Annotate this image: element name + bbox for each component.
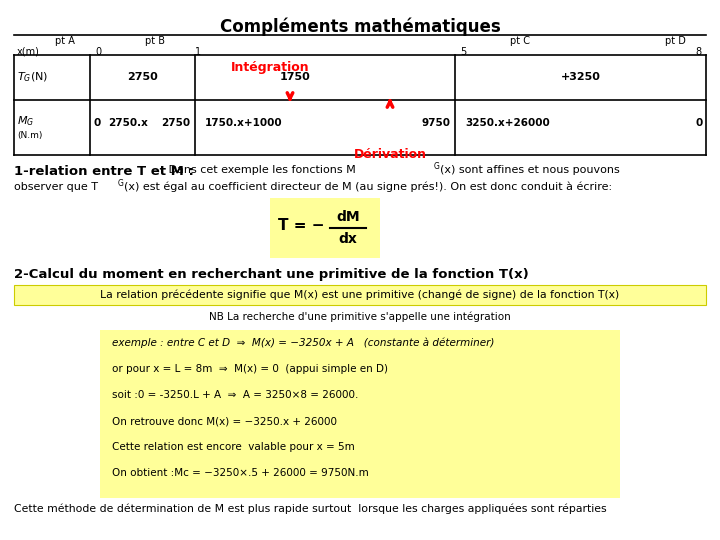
Text: 9750: 9750 — [421, 118, 450, 129]
Text: +3250: +3250 — [561, 72, 600, 83]
Bar — [100, 330, 620, 498]
Text: soit :0 = -3250.L + A  ⇒  A = 3250×8 = 26000.: soit :0 = -3250.L + A ⇒ A = 3250×8 = 260… — [112, 390, 359, 400]
Text: (N.m): (N.m) — [17, 131, 42, 140]
Text: 0: 0 — [95, 47, 101, 57]
Text: dx: dx — [338, 232, 357, 246]
Text: 1750: 1750 — [279, 72, 310, 83]
Text: On obtient :Mᴄ = −3250×.5 + 26000 = 9750N.m: On obtient :Mᴄ = −3250×.5 + 26000 = 9750… — [112, 468, 369, 478]
Text: G: G — [434, 162, 440, 171]
Text: x(m): x(m) — [17, 47, 40, 57]
Text: 1: 1 — [195, 47, 201, 57]
Text: Dans cet exemple les fonctions M: Dans cet exemple les fonctions M — [165, 165, 356, 175]
Text: Compléments mathématiques: Compléments mathématiques — [220, 18, 500, 37]
Text: (x) sont affines et nous pouvons: (x) sont affines et nous pouvons — [440, 165, 620, 175]
Text: 1750.x+1000: 1750.x+1000 — [205, 118, 283, 129]
Text: 2750: 2750 — [161, 118, 190, 129]
Text: pt C: pt C — [510, 36, 530, 46]
Text: Cette relation est encore  valable pour x = 5m: Cette relation est encore valable pour x… — [112, 442, 355, 452]
Text: exemple : entre C et D  ⇒  M(x) = −3250x + A   (constante à déterminer): exemple : entre C et D ⇒ M(x) = −3250x +… — [112, 338, 495, 348]
Text: 0: 0 — [696, 118, 703, 129]
Bar — [270, 198, 380, 258]
Text: Dérivation: Dérivation — [354, 148, 426, 161]
Text: 1-relation entre T et M :: 1-relation entre T et M : — [14, 165, 194, 178]
Text: 3250.x+26000: 3250.x+26000 — [465, 118, 550, 129]
Text: pt D: pt D — [665, 36, 686, 46]
Text: dM: dM — [336, 210, 360, 224]
Text: 0: 0 — [93, 118, 100, 129]
Text: 2-Calcul du moment en recherchant une primitive de la fonction T(x): 2-Calcul du moment en recherchant une pr… — [14, 268, 528, 281]
Text: or pour x = L = 8m  ⇒  M(x) = 0  (appui simple en D): or pour x = L = 8m ⇒ M(x) = 0 (appui sim… — [112, 364, 388, 374]
Text: NB La recherche d'une primitive s'appelle une intégration: NB La recherche d'une primitive s'appell… — [209, 312, 511, 322]
Text: Cette méthode de détermination de M est plus rapide surtout  lorsque les charges: Cette méthode de détermination de M est … — [14, 504, 607, 515]
Text: La relation précédente signifie que M(x) est une primitive (changé de signe) de : La relation précédente signifie que M(x)… — [100, 290, 620, 300]
Text: 2750: 2750 — [127, 72, 158, 83]
Text: (x) est égal au coefficient directeur de M (au signe prés!). On est donc conduit: (x) est égal au coefficient directeur de… — [124, 182, 612, 192]
Text: 8: 8 — [695, 47, 701, 57]
Text: pt B: pt B — [145, 36, 165, 46]
Text: 2750.x: 2750.x — [108, 118, 148, 129]
Text: $M_G$: $M_G$ — [17, 114, 35, 129]
Text: 5: 5 — [460, 47, 467, 57]
Text: Intégration: Intégration — [230, 61, 310, 74]
Bar — [14, 285, 706, 305]
Text: On retrouve donc M(x) = −3250.x + 26000: On retrouve donc M(x) = −3250.x + 26000 — [112, 416, 337, 426]
Text: $T_G$(N): $T_G$(N) — [17, 71, 48, 84]
Text: observer que T: observer que T — [14, 182, 98, 192]
Text: T = −: T = − — [278, 219, 325, 233]
Text: pt A: pt A — [55, 36, 75, 46]
Text: G: G — [118, 179, 124, 188]
